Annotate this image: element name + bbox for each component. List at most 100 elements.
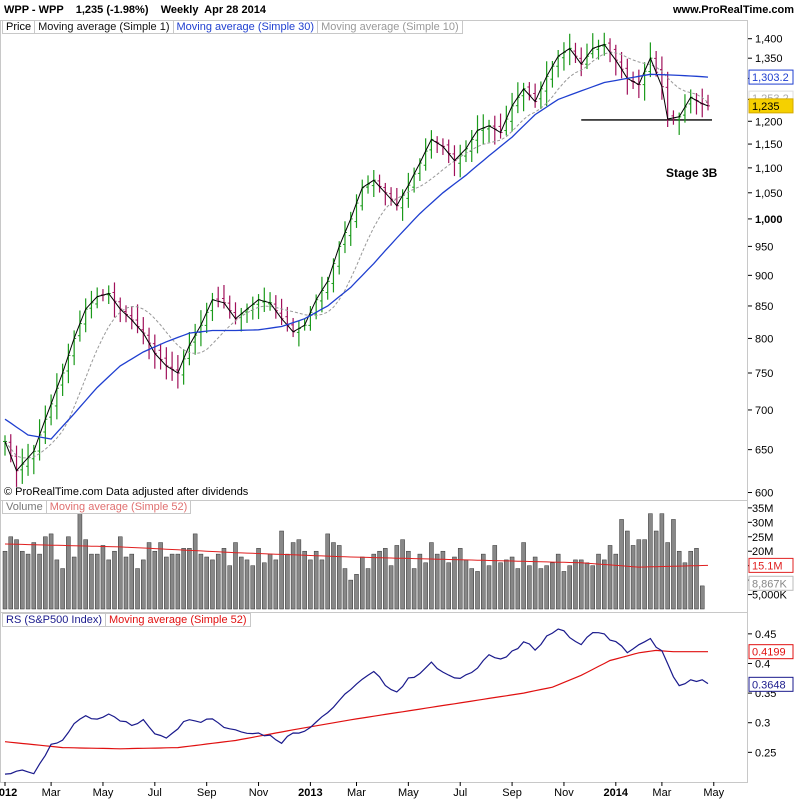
volume-bar [423,562,428,610]
price-tick-label: 650 [755,445,773,457]
price-tick-label: 1,350 [755,53,783,65]
volume-last-label-box [748,575,794,591]
time-tick-label: Mar [347,787,366,799]
price-legend-price[interactable]: Price [2,20,36,34]
volume-bar [653,530,659,610]
volume-legend-volume[interactable]: Volume [2,500,47,514]
volume-bar [43,536,48,610]
site-label[interactable]: www.ProRealTime.com [672,4,794,16]
volume-bar [561,571,567,610]
last-price-tag: 1,235 [752,101,780,113]
volume-bar [532,556,538,610]
volume-bar [659,513,665,610]
volume-bar [273,559,279,610]
price-tick-label: 950 [755,241,773,253]
volume-bar [388,565,394,610]
volume-bar [8,536,14,610]
volume-bar [504,559,509,610]
time-tick-label: 2013 [298,787,322,799]
time-tick-label: 2012 [0,787,17,799]
price-tick-label: 1,400 [755,34,783,46]
volume-bar [417,553,423,610]
volume-bar [371,553,377,610]
period-label: Weekly [160,4,199,16]
price-tick-label: 850 [755,301,773,313]
time-tick-label: Nov [554,787,574,799]
stage-annotation: Stage 3B [666,166,718,180]
price-legend-ma1[interactable]: Moving average (Simple 1) [35,20,174,34]
volume-bar [555,553,561,610]
volume-legend-ma52[interactable]: Moving average (Simple 52) [46,500,192,514]
time-tick-label: 2014 [604,787,629,799]
volume-bar [152,550,158,610]
volume-bar [2,550,8,610]
rs-tick-label: 0.4 [755,658,770,670]
volume-bar [20,550,25,610]
chart-header: WPP - WPP 1,235 (-1.98%) Weekly Apr 28 2… [0,0,800,20]
volume-bar [694,548,699,610]
price-tick-label: 1,100 [755,163,783,175]
volume-bar [665,542,670,610]
volume-bar [544,565,549,610]
volume-bar [71,556,77,610]
time-tick-label: May [93,787,114,799]
volume-bar [671,519,676,610]
volume-bar [676,550,682,610]
rs-last-label: 0.3648 [752,679,786,691]
rs-legend-ma52[interactable]: Moving average (Simple 52) [106,613,251,627]
volume-bar [117,536,123,610]
ma10-line [4,51,709,459]
price-legend-ma30[interactable]: Moving average (Simple 30) [173,20,319,34]
ma30-last-label: 1,303.2 [752,72,789,84]
volume-bar [192,533,198,610]
price-tick-label: 1,200 [755,116,783,128]
volume-bar [498,562,503,610]
price-tick-label: 1,050 [755,188,783,200]
volume-bar [590,565,596,610]
volume-bar [348,579,353,610]
volume-bar [481,553,486,610]
rs-line [4,628,709,775]
volume-bar [509,556,515,610]
price-tick-label: 1,150 [755,139,783,151]
last-price-tag-box [748,98,794,114]
rs-ma-last-label-box [748,644,794,660]
volume-last-label: 8,867K [752,578,788,590]
volume-bar [636,539,642,610]
volume-bar [648,513,653,610]
volume-bar [682,562,688,610]
volume-bar [89,553,94,610]
volume-bar [210,559,215,610]
time-tick-label: May [703,787,724,799]
last-price-label: 1,235 (-1.98%) [75,4,149,16]
time-tick-label: Jul [148,787,162,799]
volume-bar [584,562,590,610]
volume-bar [630,545,636,610]
volume-bar [602,559,607,610]
volume-bar [573,559,578,610]
price-legend-ma10[interactable]: Moving average (Simple 10) [318,20,463,34]
volume-bar [619,519,624,610]
volume-bar [642,539,647,610]
ma30-last-label-box [748,69,794,85]
volume-bar [256,548,261,610]
volume-bar [406,550,411,610]
volume-bar [699,585,705,610]
volume-bar [457,548,463,610]
volume-bar [400,539,405,610]
watermark: © ProRealTime.com Data adjusted after di… [4,486,249,498]
volume-bar [227,565,232,610]
volume-bar [94,553,100,610]
volume-bar [106,559,111,610]
rs-legend-rs[interactable]: RS (S&P500 Index) [2,613,106,627]
rs-tick-label: 0.25 [755,747,776,759]
volume-bar [325,533,330,610]
volume-ma-line [4,543,709,568]
volume-bar [527,565,532,610]
volume-bar [129,553,135,610]
volume-bar [221,548,227,610]
time-tick-label: Sep [502,787,522,799]
time-tick-label: Jul [453,787,467,799]
volume-bar [550,562,555,610]
